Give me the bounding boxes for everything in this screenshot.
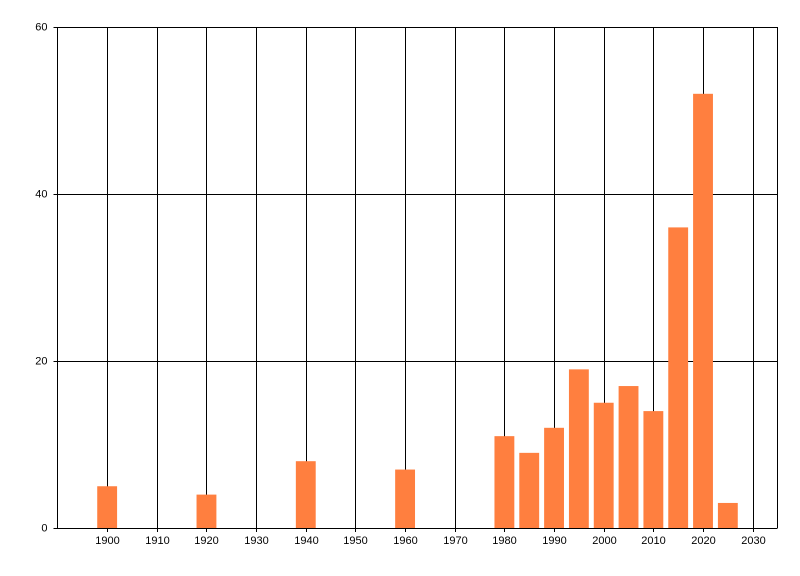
bar: [395, 469, 416, 528]
bar: [593, 402, 614, 528]
bar: [97, 486, 118, 528]
x-tick-label: 2010: [641, 535, 665, 547]
y-tick-label: 20: [35, 355, 47, 367]
bar: [568, 369, 589, 528]
bar: [618, 386, 639, 528]
bar: [668, 227, 689, 528]
x-tick-label: 1990: [542, 535, 566, 547]
x-tick-label: 1910: [145, 535, 169, 547]
bar: [519, 452, 540, 528]
x-tick-label: 2030: [741, 535, 765, 547]
bar: [693, 93, 713, 529]
x-tick-label: 1940: [294, 535, 318, 547]
x-tick-label: 1920: [194, 535, 218, 547]
bar: [544, 427, 564, 528]
y-tick-label: 60: [35, 21, 47, 33]
x-tick-label: 1930: [244, 535, 268, 547]
x-tick-label: 1970: [443, 535, 467, 547]
bar: [717, 502, 738, 528]
x-tick-label: 1900: [95, 535, 119, 547]
y-tick-label: 40: [35, 188, 47, 200]
y-tick-label: 0: [41, 522, 47, 534]
x-tick-label: 2020: [691, 535, 715, 547]
bar: [643, 411, 664, 528]
x-tick-label: 1960: [393, 535, 417, 547]
x-tick-label: 1980: [492, 535, 516, 547]
x-tick-label: 2000: [592, 535, 616, 547]
bar: [295, 461, 316, 528]
bar: [196, 494, 217, 528]
bar: [494, 436, 515, 528]
x-tick-label: 1950: [343, 535, 367, 547]
